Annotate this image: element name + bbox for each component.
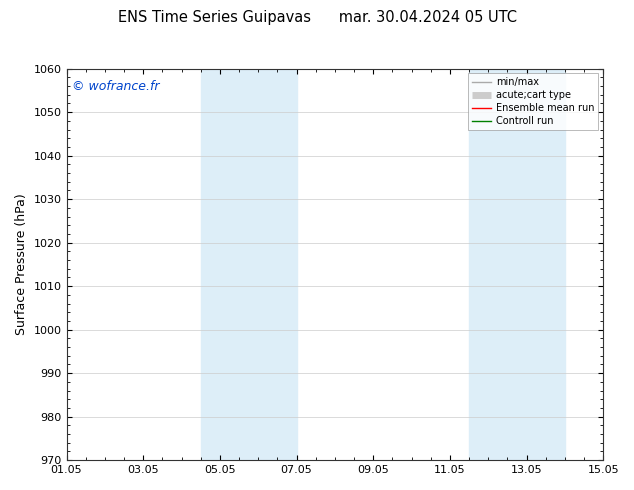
Bar: [469, 69, 565, 460]
Legend: min/max, acute;cart type, Ensemble mean run, Controll run: min/max, acute;cart type, Ensemble mean …: [468, 74, 598, 130]
Bar: [201, 69, 297, 460]
Text: ENS Time Series Guipavas      mar. 30.04.2024 05 UTC: ENS Time Series Guipavas mar. 30.04.2024…: [117, 10, 517, 25]
Y-axis label: Surface Pressure (hPa): Surface Pressure (hPa): [15, 194, 28, 335]
Text: © wofrance.fr: © wofrance.fr: [72, 80, 159, 94]
